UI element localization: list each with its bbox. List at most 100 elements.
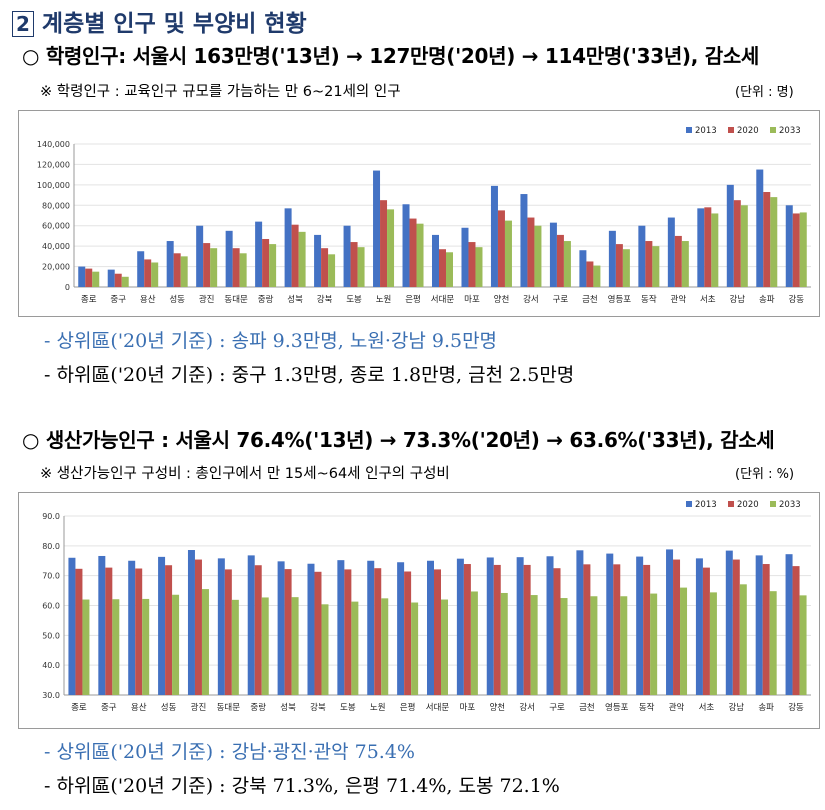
bar-2013 xyxy=(68,557,76,695)
x-tick-label: 용산 xyxy=(131,702,147,713)
bar-2013 xyxy=(158,556,166,695)
y-tick-label: 60.0 xyxy=(42,602,60,611)
y-tick-label: 140,000 xyxy=(37,140,70,149)
bar-2033 xyxy=(210,248,218,287)
x-tick-label: 관악 xyxy=(671,294,687,305)
x-tick-label: 중랑 xyxy=(250,702,266,713)
bar-2020 xyxy=(792,213,800,287)
bar-2033 xyxy=(351,601,359,695)
bar-2013 xyxy=(225,230,233,287)
bar-2033 xyxy=(534,225,542,287)
bar-2020 xyxy=(553,568,561,695)
school-age-chart-svg: 0 20,000 40,000 60,000 80,000 100,000 120,000 1… xyxy=(37,126,811,305)
bar-2033 xyxy=(381,598,389,695)
school-age-unit: (단위 : 명) xyxy=(735,85,794,100)
bar-2033 xyxy=(740,205,748,287)
page-title-text: 계층별 인구 및 부양비 현황 xyxy=(41,11,307,37)
bar-2013 xyxy=(667,217,675,287)
x-tick-label: 강북 xyxy=(317,294,333,305)
bar-2033 xyxy=(172,594,180,695)
bar-2020 xyxy=(527,217,535,287)
bar-2013 xyxy=(187,550,195,695)
bar-2033 xyxy=(112,599,120,695)
bar-2033 xyxy=(441,599,448,695)
y-tick-label: 120,000 xyxy=(37,160,70,169)
bar-2020 xyxy=(643,564,651,695)
x-tick-label: 중구 xyxy=(101,703,117,713)
x-tick-label: 은평 xyxy=(400,702,416,713)
bar-2033 xyxy=(411,602,419,695)
x-tick-label: 구로 xyxy=(549,703,565,713)
bar-2033 xyxy=(500,592,508,695)
working-age-unit: (단위 : %) xyxy=(735,467,795,482)
legend-swatch xyxy=(728,127,734,133)
x-tick-label: 송파 xyxy=(758,703,774,713)
bar-2013 xyxy=(486,557,494,695)
legend-label: 2033 xyxy=(779,126,801,136)
bar-2020 xyxy=(291,224,299,287)
bar-2020 xyxy=(344,569,352,695)
bar-2033 xyxy=(530,595,538,695)
y-tick-label: 0 xyxy=(65,283,70,292)
bar-2013 xyxy=(697,208,705,287)
x-tick-label: 강동 xyxy=(788,294,804,305)
bar-2033 xyxy=(770,197,778,287)
bar-2033 xyxy=(799,595,807,695)
bar-2020 xyxy=(439,249,446,287)
x-tick-label: 송파 xyxy=(759,295,775,305)
bar-2013 xyxy=(756,169,764,287)
bar-2013 xyxy=(247,555,255,695)
bar-2013 xyxy=(576,550,584,695)
bar-2020 xyxy=(583,564,591,695)
x-tick-label: 서초 xyxy=(699,703,715,713)
x-tick-label: 영등포 xyxy=(608,294,632,305)
bar-2013 xyxy=(606,553,614,695)
school-age-chart: 0 20,000 40,000 60,000 80,000 100,000 120,000 1… xyxy=(18,110,820,317)
bar-2013 xyxy=(755,555,763,695)
section-number: 2 xyxy=(12,11,34,37)
bar-2033 xyxy=(239,253,247,287)
legend-label: 2013 xyxy=(695,500,717,510)
x-tick-label: 서초 xyxy=(700,295,716,305)
legend-label: 2013 xyxy=(695,126,717,136)
bar-2033 xyxy=(504,220,512,287)
bar-2013 xyxy=(196,225,204,287)
bar-2033 xyxy=(231,599,239,695)
school-age-bottom-districts: - 하위區('20년 기준) : 중구 1.3만명, 종로 1.8만명, 금천 … xyxy=(44,364,575,386)
bar-2020 xyxy=(321,248,329,287)
bar-2033 xyxy=(680,587,688,695)
y-tick-label: 30.0 xyxy=(42,691,60,700)
bar-2033 xyxy=(470,591,478,695)
bar-2020 xyxy=(232,248,240,287)
school-age-note: ※ 학령인구 : 교육인구 규모를 가늠하는 만 6~21세의 인구 xyxy=(40,84,401,100)
bar-2033 xyxy=(180,256,188,287)
school-age-top-districts: - 상위區('20년 기준) : 송파 9.3만명, 노원·강남 9.5만명 xyxy=(44,330,498,352)
x-tick-label: 구로 xyxy=(553,295,569,305)
bar-2020 xyxy=(674,235,682,287)
bar-2020 xyxy=(144,259,152,287)
x-tick-label: 강남 xyxy=(729,294,745,305)
bar-2020 xyxy=(792,566,800,695)
bar-2013 xyxy=(666,549,674,695)
bar-2033 xyxy=(620,596,628,695)
bar-2020 xyxy=(434,569,441,695)
bar-2020 xyxy=(523,564,531,695)
working-age-heading: ○ 생산가능인구 : 서울시 76.4%('13년) → 73.3%('20년)… xyxy=(22,428,775,452)
working-age-top-districts: - 상위區('20년 기준) : 강남·광진·관악 75.4% xyxy=(44,741,415,763)
bar-2033 xyxy=(799,212,807,287)
bar-2013 xyxy=(98,555,106,695)
x-tick-label: 은평 xyxy=(405,294,421,305)
legend-label: 2020 xyxy=(737,500,759,510)
bar-2013 xyxy=(78,266,86,287)
bar-2013 xyxy=(456,558,464,695)
bar-2013 xyxy=(579,250,587,287)
bar-2013 xyxy=(402,204,410,287)
bar-2013 xyxy=(785,205,793,287)
working-age-note: ※ 생산가능인구 구성비 : 총인구에서 만 15세~64세 인구의 구성비 xyxy=(40,466,450,482)
bar-2020 xyxy=(254,565,262,695)
x-tick-label: 금천 xyxy=(579,702,595,713)
bar-2020 xyxy=(615,244,623,287)
bar-2013 xyxy=(546,556,554,695)
bar-2013 xyxy=(367,560,375,695)
bar-2013 xyxy=(725,550,733,695)
